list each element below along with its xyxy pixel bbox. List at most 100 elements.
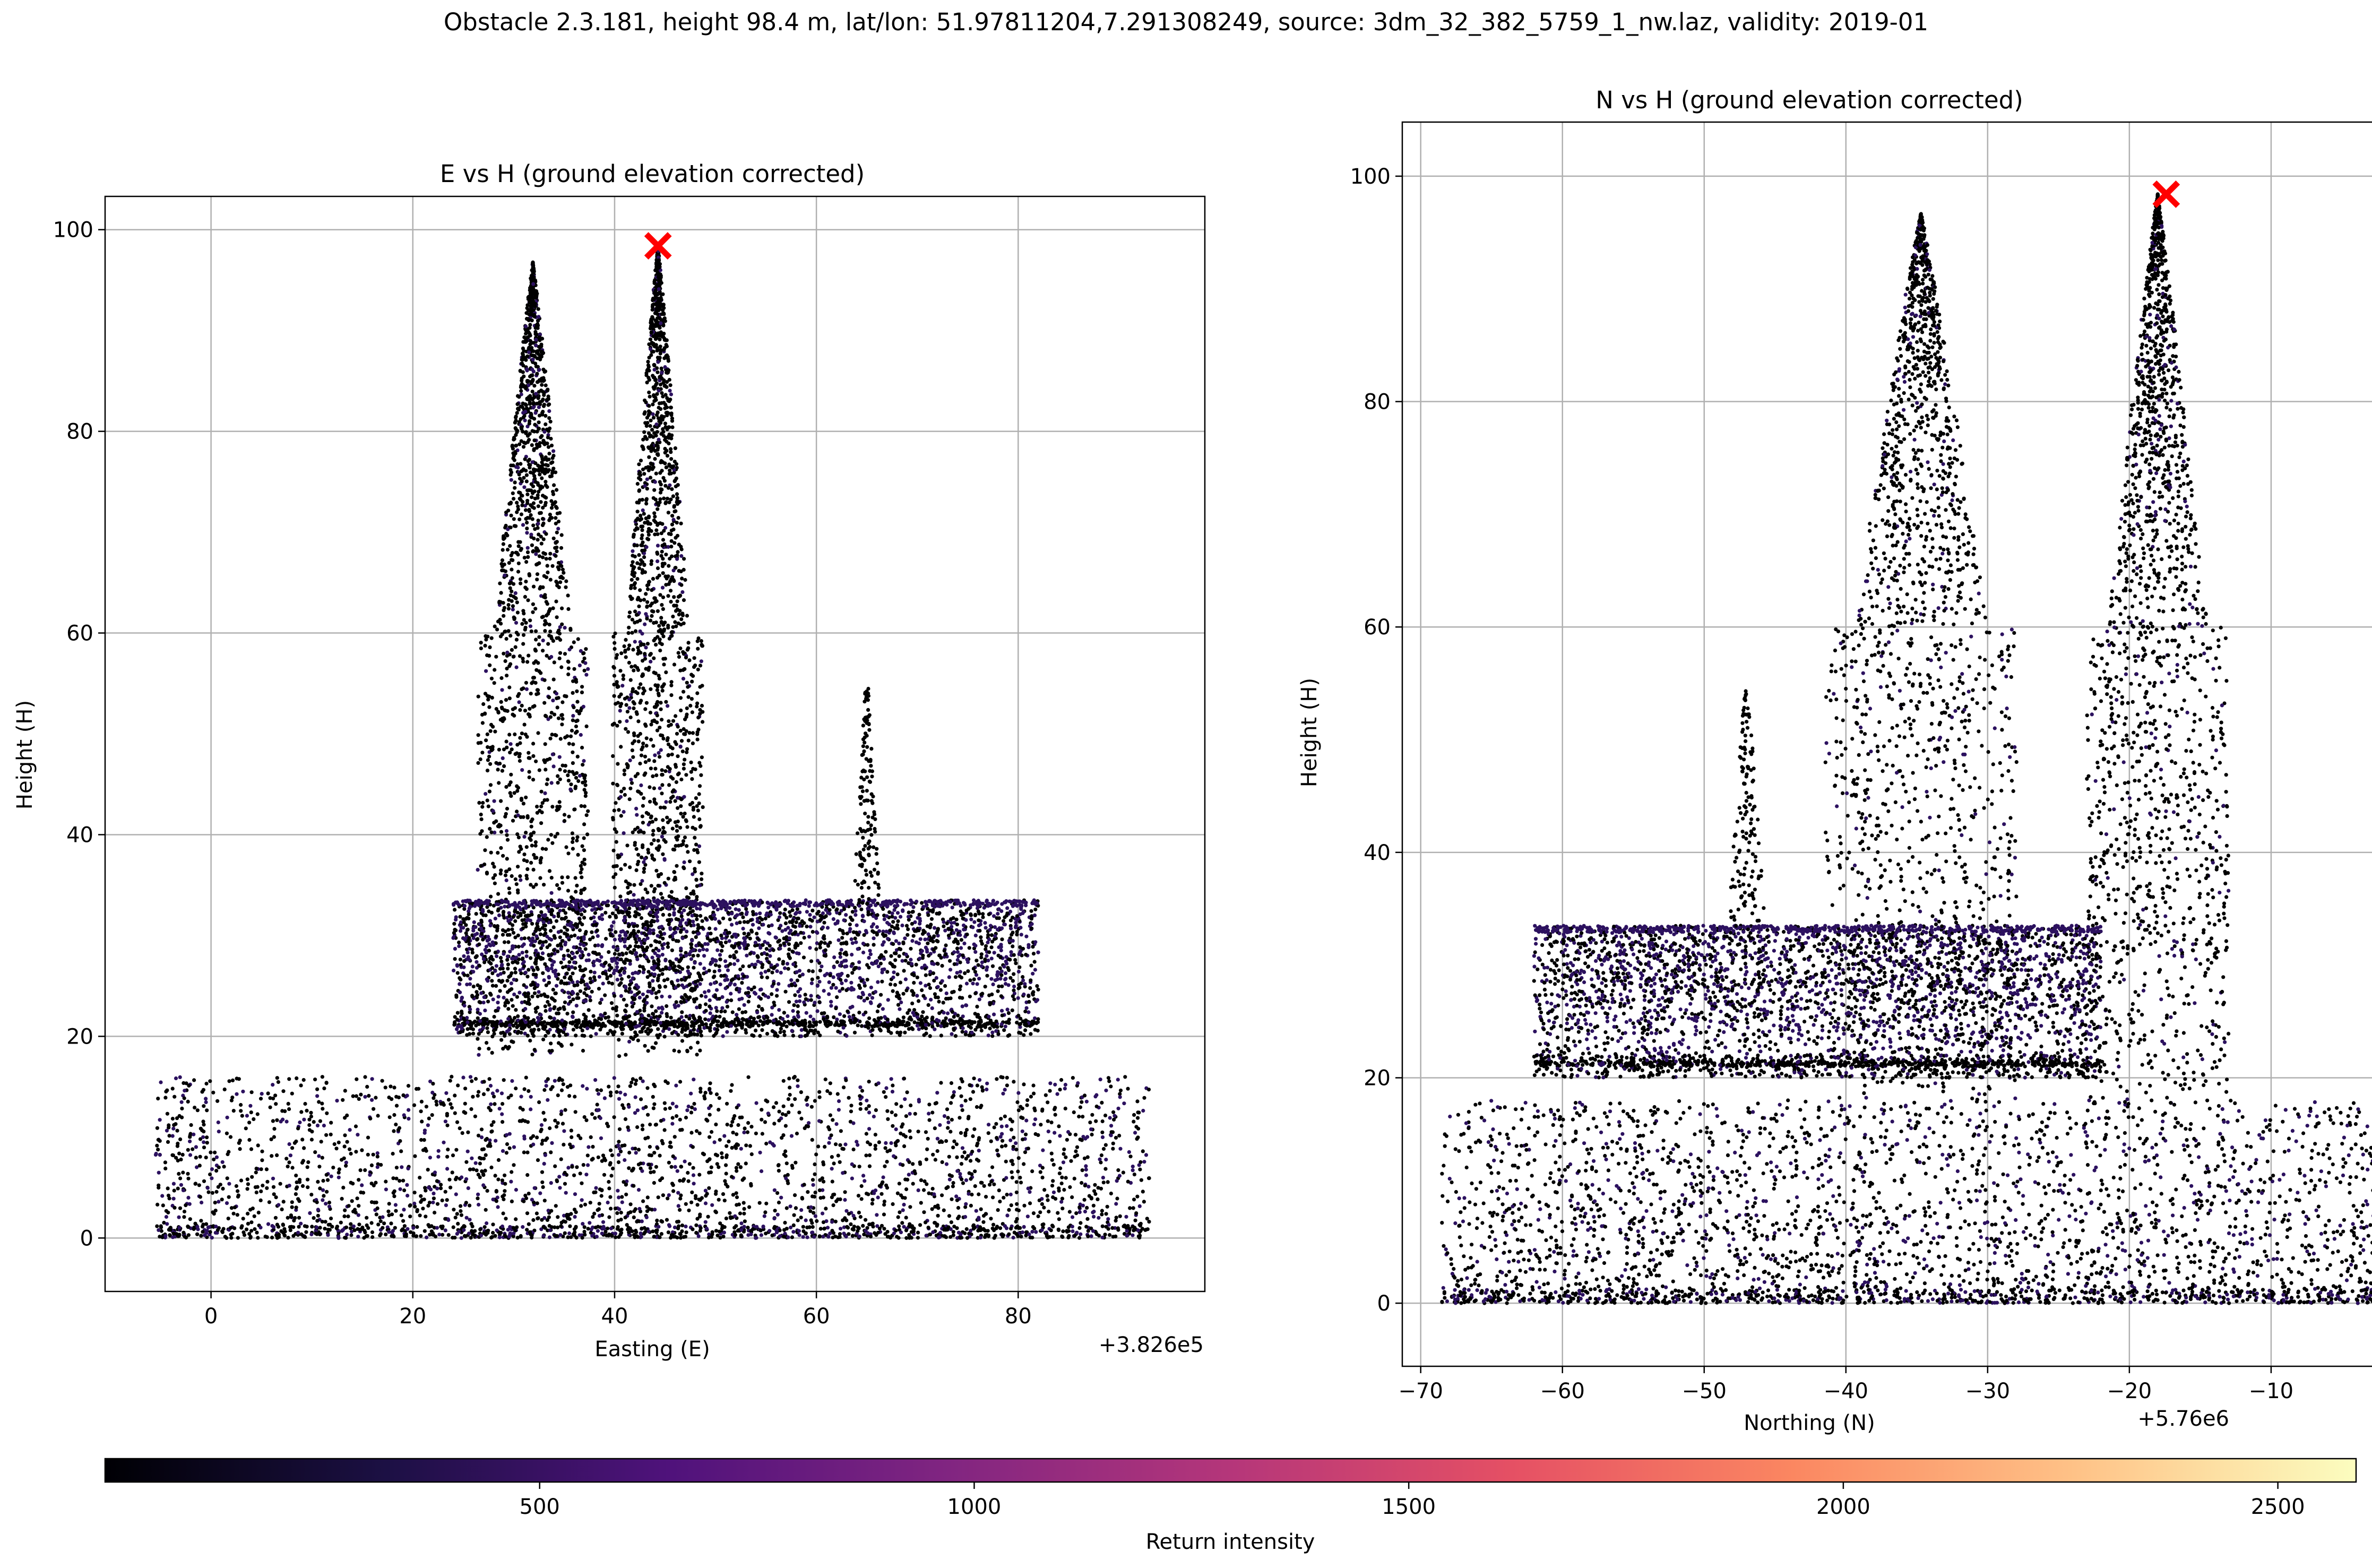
- data-point: [632, 733, 636, 737]
- data-point: [548, 426, 552, 430]
- data-point: [560, 717, 565, 721]
- data-point: [515, 501, 519, 505]
- data-point: [538, 472, 542, 477]
- data-point: [495, 627, 499, 632]
- data-point: [699, 1033, 703, 1038]
- data-point: [554, 516, 558, 520]
- data-point: [719, 1010, 723, 1014]
- data-point: [652, 797, 657, 802]
- data-point: [837, 972, 841, 977]
- data-point: [658, 382, 663, 387]
- data-point: [537, 405, 541, 409]
- data-point: [931, 971, 936, 976]
- data-point: [937, 953, 942, 958]
- data-point: [1033, 907, 1038, 911]
- data-point: [684, 934, 688, 939]
- data-point: [661, 936, 665, 941]
- data-point: [548, 578, 553, 582]
- data-point: [527, 395, 531, 399]
- data-point: [529, 412, 533, 417]
- data-point: [660, 718, 664, 722]
- data-point: [658, 593, 662, 597]
- data-point: [531, 523, 536, 528]
- data-point: [694, 935, 698, 939]
- data-point: [669, 890, 674, 894]
- data-point: [666, 594, 670, 598]
- data-point: [659, 531, 663, 536]
- data-point: [544, 847, 548, 851]
- data-point: [557, 656, 562, 660]
- data-point: [662, 682, 666, 686]
- data-point: [641, 508, 645, 513]
- data-point: [652, 889, 656, 894]
- data-point: [692, 923, 696, 927]
- data-point: [527, 572, 531, 576]
- data-point: [685, 614, 689, 618]
- data-point: [519, 392, 523, 397]
- data-point: [675, 796, 680, 800]
- data-point: [613, 952, 617, 956]
- data-point: [664, 411, 668, 415]
- data-point: [590, 930, 594, 934]
- data-point: [968, 994, 972, 998]
- data-point: [560, 567, 565, 572]
- data-point: [996, 911, 1000, 916]
- data-point: [479, 646, 484, 651]
- data-point: [542, 678, 547, 682]
- data-point: [491, 876, 496, 880]
- data-point: [661, 394, 665, 399]
- data-point: [672, 870, 676, 874]
- data-point: [502, 614, 506, 618]
- data-point: [501, 1047, 505, 1051]
- data-point: [645, 477, 649, 481]
- data-point: [680, 590, 685, 595]
- data-point: [669, 577, 674, 581]
- data-point: [692, 848, 696, 852]
- data-point: [542, 402, 546, 407]
- data-point: [564, 579, 568, 583]
- data-point: [662, 496, 666, 501]
- data-point: [617, 855, 622, 859]
- data-point: [547, 1049, 551, 1053]
- data-point: [566, 875, 570, 880]
- data-point: [838, 951, 842, 955]
- data-point: [627, 706, 632, 710]
- data-point: [524, 687, 529, 691]
- data-point: [650, 853, 654, 857]
- data-point: [615, 965, 619, 969]
- data-point: [530, 543, 534, 547]
- data-point: [820, 964, 824, 969]
- data-point: [698, 1048, 702, 1053]
- data-point: [558, 1006, 562, 1011]
- data-point: [528, 714, 532, 719]
- data-point: [652, 297, 656, 301]
- data-point: [544, 483, 548, 487]
- data-point: [581, 780, 585, 785]
- data-point: [502, 940, 507, 944]
- data-point: [657, 389, 661, 393]
- data-point: [864, 929, 868, 933]
- data-point: [669, 680, 674, 684]
- data-point: [672, 505, 676, 509]
- data-point: [977, 997, 981, 1002]
- data-point: [944, 943, 948, 947]
- data-point: [562, 981, 566, 986]
- data-point: [632, 883, 636, 887]
- data-point: [635, 957, 640, 961]
- data-point: [550, 564, 555, 568]
- data-point: [668, 934, 672, 939]
- data-point: [476, 983, 480, 987]
- data-point: [676, 1004, 680, 1008]
- data-point: [515, 610, 520, 615]
- data-point: [775, 969, 779, 973]
- data-point: [651, 829, 655, 833]
- data-point: [655, 348, 660, 352]
- data-point: [518, 736, 522, 740]
- data-point: [639, 953, 643, 958]
- data-point: [679, 797, 684, 802]
- data-point: [493, 881, 497, 885]
- data-point: [575, 718, 580, 722]
- data-point: [577, 664, 582, 668]
- data-point: [515, 510, 519, 514]
- data-point: [547, 409, 551, 413]
